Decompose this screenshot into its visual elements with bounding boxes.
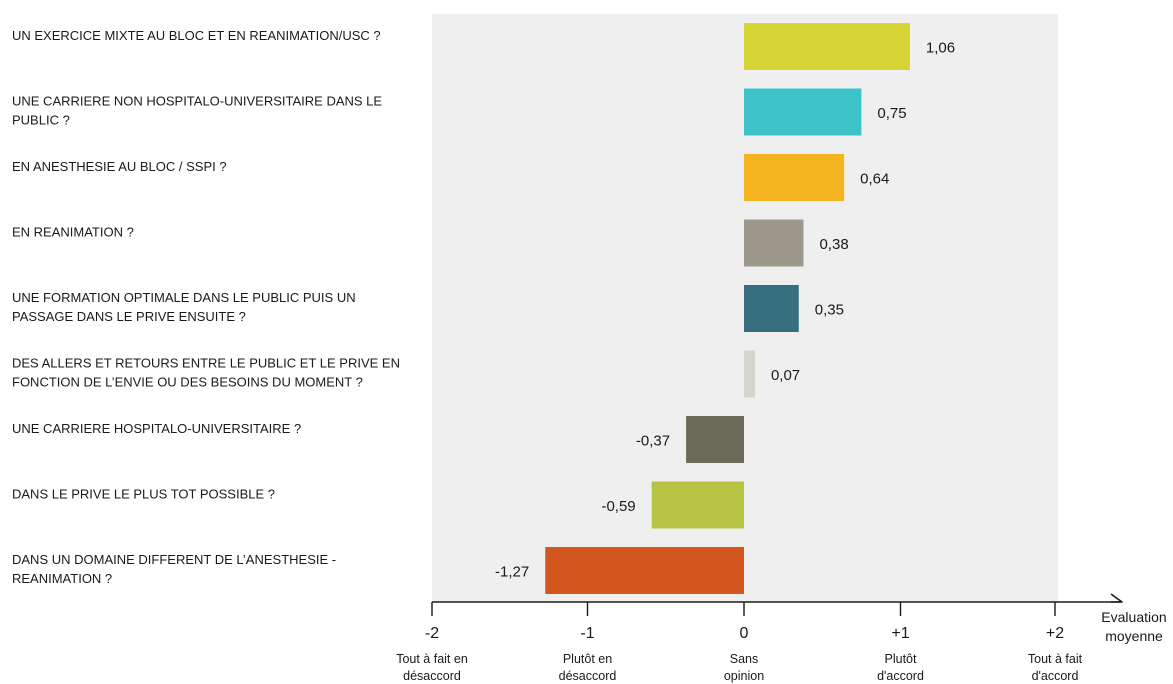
x-tick-label-2: 0 xyxy=(740,625,749,642)
x-tick-desc-1-line-1: désaccord xyxy=(559,669,617,683)
category-label-7: DANS LE PRIVE LE PLUS TOT POSSIBLE ? xyxy=(12,487,275,502)
x-tick-label-4: +2 xyxy=(1046,625,1064,642)
bar-1 xyxy=(744,88,862,136)
bar-3 xyxy=(744,219,804,267)
value-label-4: 0,35 xyxy=(815,302,844,319)
category-label-2: EN ANESTHESIE AU BLOC / SSPI ? xyxy=(12,159,227,174)
x-tick-desc-2-line-1: opinion xyxy=(724,669,764,683)
x-tick-label-1: -1 xyxy=(580,625,594,642)
bar-4 xyxy=(744,285,799,332)
x-tick-desc-4-line-0: Tout à fait xyxy=(1028,652,1083,666)
bar-2 xyxy=(744,154,845,201)
x-tick-desc-0-line-1: désaccord xyxy=(403,669,461,683)
value-label-5: 0,07 xyxy=(771,367,800,384)
category-label-5-line-0: DES ALLERS ET RETOURS ENTRE LE PUBLIC ET… xyxy=(12,356,400,371)
bar-7 xyxy=(651,481,744,529)
bar-8 xyxy=(545,547,744,594)
x-tick-desc-2-line-0: Sans xyxy=(730,652,759,666)
bar-0 xyxy=(744,23,910,70)
category-labels: UN EXERCICE MIXTE AU BLOC ET EN REANIMAT… xyxy=(12,28,400,586)
value-label-0: 1,06 xyxy=(926,40,955,57)
x-axis: -2 Tout à fait en désaccord -1 Plutôt en désa… xyxy=(396,593,1167,683)
category-label-1-line-1: PUBLIC ? xyxy=(12,113,70,128)
category-label-0: UN EXERCICE MIXTE AU BLOC ET EN REANIMAT… xyxy=(12,28,381,43)
category-label-4-line-1: PASSAGE DANS LE PRIVE ENSUITE ? xyxy=(12,309,246,324)
category-label-8-line-1: REANIMATION ? xyxy=(12,571,112,586)
value-label-3: 0,38 xyxy=(819,236,848,253)
value-label-2: 0,64 xyxy=(860,171,889,188)
x-tick-label-0: -2 xyxy=(425,625,439,642)
bar-6 xyxy=(686,416,744,463)
category-label-8-line-0: DANS UN DOMAINE DIFFERENT DE L’ANESTHESI… xyxy=(12,552,336,567)
x-axis-title-line-1: moyenne xyxy=(1105,628,1163,644)
x-tick-desc-1-line-0: Plutôt en xyxy=(563,652,612,666)
value-label-7: -0,59 xyxy=(601,498,635,515)
x-tick-desc-4-line-1: d'accord xyxy=(1032,669,1079,683)
x-axis-title-line-0: Evaluation xyxy=(1101,609,1166,625)
category-label-1-line-0: UNE CARRIERE NON HOSPITALO-UNIVERSITAIRE… xyxy=(12,94,382,109)
x-tick-desc-3-line-0: Plutôt xyxy=(885,652,917,666)
x-tick-label-3: +1 xyxy=(891,625,909,642)
value-label-1: 0,75 xyxy=(877,105,906,122)
value-labels: 1,06 0,75 0,64 0,38 0,35 0,07 -0,37 -0,59 -1,27 xyxy=(495,40,955,581)
bars xyxy=(545,23,910,594)
x-tick-desc-0-line-0: Tout à fait en xyxy=(396,652,468,666)
category-label-3: EN REANIMATION ? xyxy=(12,225,134,240)
value-label-8: -1,27 xyxy=(495,564,529,581)
category-label-5-line-1: FONCTION DE L’ENVIE OU DES BESOINS DU MO… xyxy=(12,375,363,390)
x-tick-desc-3-line-1: d'accord xyxy=(877,669,924,683)
category-label-4-line-0: UNE FORMATION OPTIMALE DANS LE PUBLIC PU… xyxy=(12,290,356,305)
category-label-6: UNE CARRIERE HOSPITALO-UNIVERSITAIRE ? xyxy=(12,421,301,436)
x-axis-arrow xyxy=(1110,593,1123,603)
value-label-6: -0,37 xyxy=(636,433,670,450)
bar-5 xyxy=(744,350,755,398)
